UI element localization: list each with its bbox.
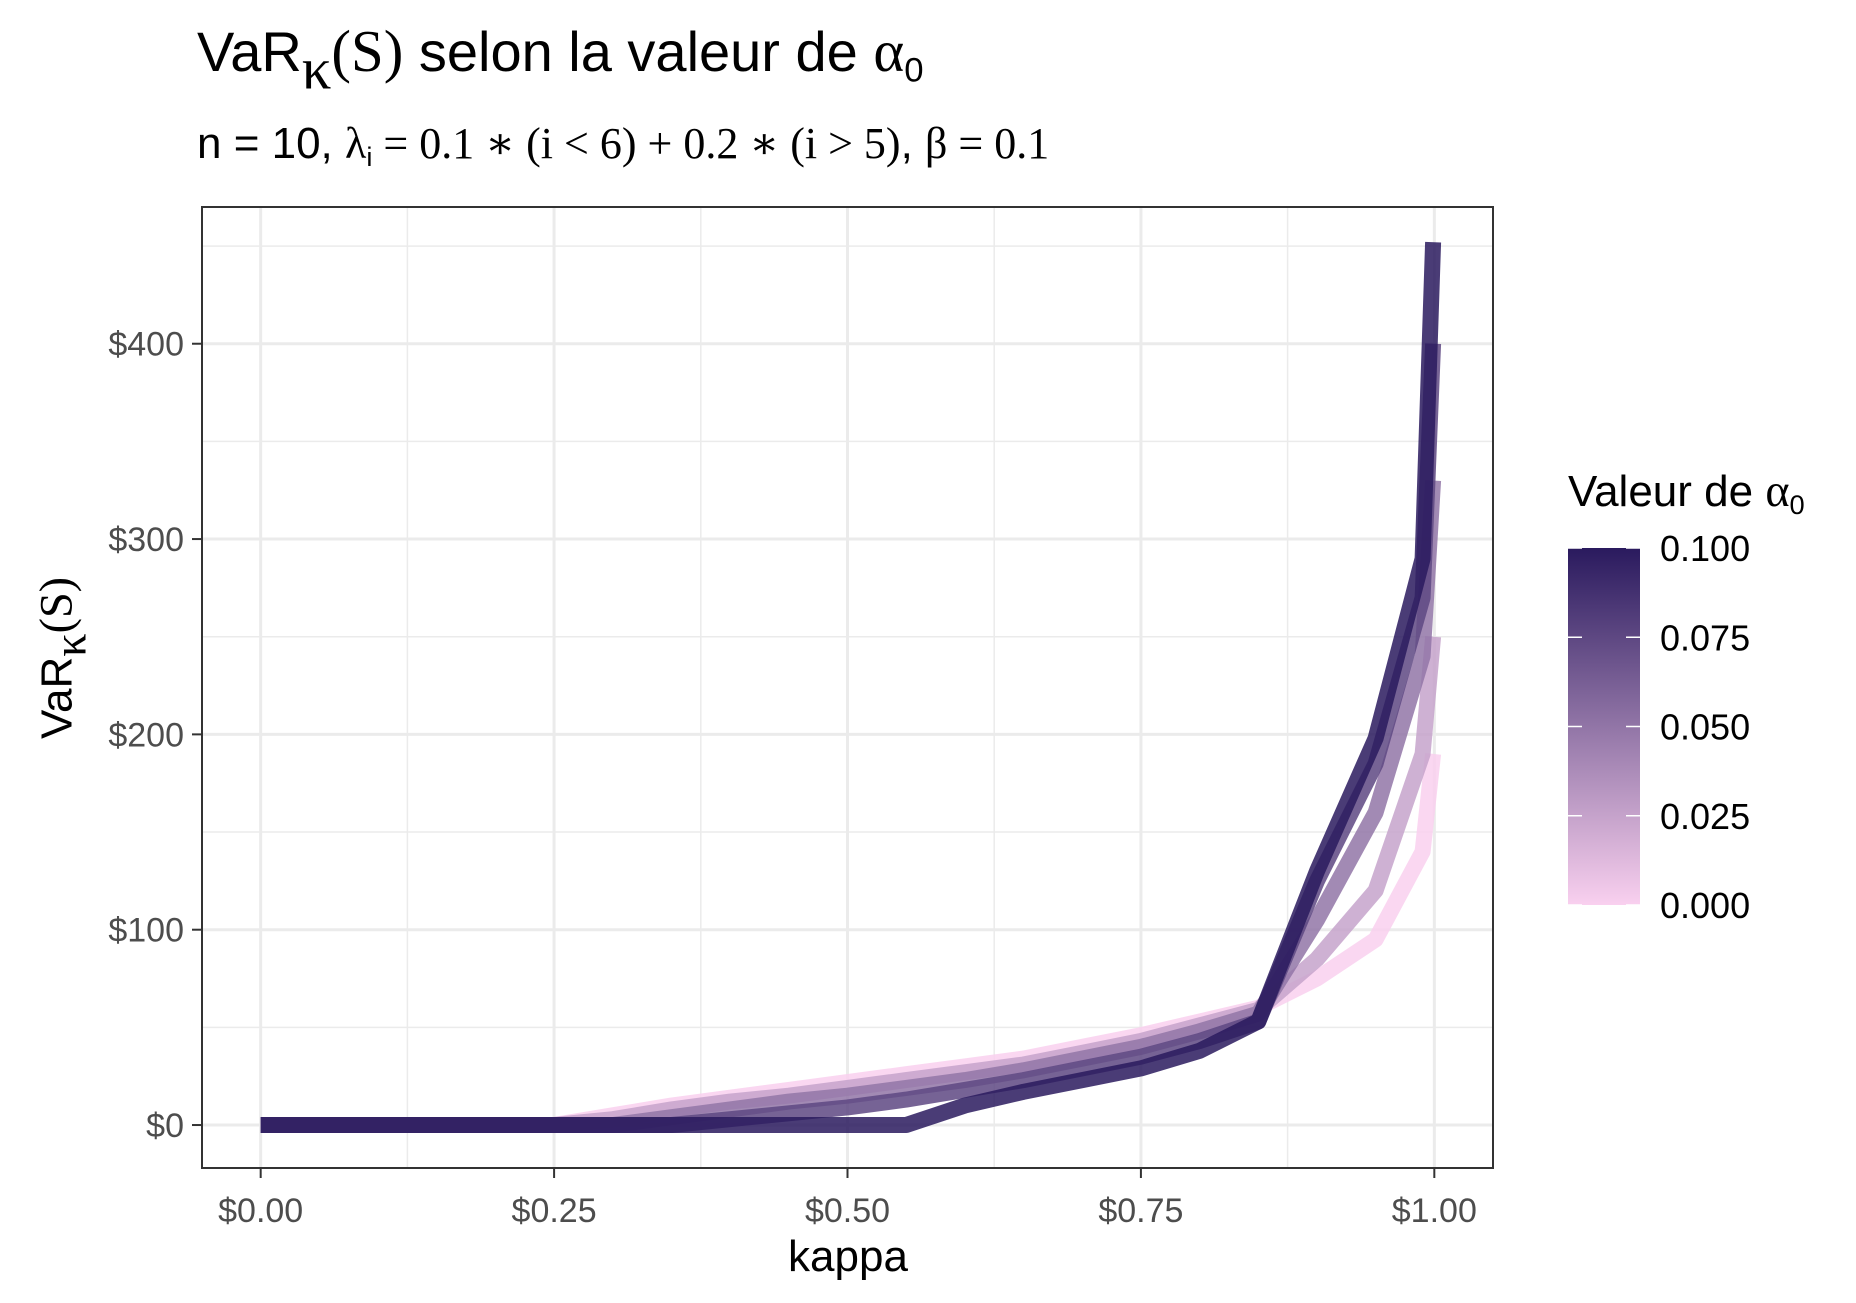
y-tick-label: $100: [108, 912, 184, 950]
x-tick-label: $0.00: [218, 1192, 303, 1230]
x-tick-label: $0.25: [512, 1192, 597, 1230]
legend-tick-label: 0.050: [1660, 707, 1750, 748]
y-tick-label: $400: [108, 326, 184, 364]
legend-tick-label: 0.075: [1660, 617, 1750, 658]
y-tick-label: $200: [108, 716, 184, 754]
legend-tick-label: 0.000: [1660, 885, 1750, 926]
x-tick-label: $1.00: [1392, 1192, 1477, 1230]
x-tick-label: $0.75: [1098, 1192, 1183, 1230]
chart-title: VaRκ(S) selon la valeur de α0: [197, 19, 924, 102]
series-line-alpha-0.1: [260, 241, 1442, 1133]
x-tick-label: $0.50: [805, 1192, 890, 1230]
y-axis-label: VaRκ(S): [30, 576, 96, 740]
chart-subtitle: n = 10, λi = 0.1 ∗ (i < 6) + 0.2 ∗ (i > …: [197, 119, 1050, 173]
legend-title: Valeur de α0: [1568, 465, 1805, 521]
legend-tick-label: 0.100: [1660, 528, 1750, 569]
y-tick-label: $300: [108, 521, 184, 559]
y-tick-label: $0: [146, 1107, 184, 1145]
legend-tick-label: 0.025: [1660, 796, 1750, 837]
